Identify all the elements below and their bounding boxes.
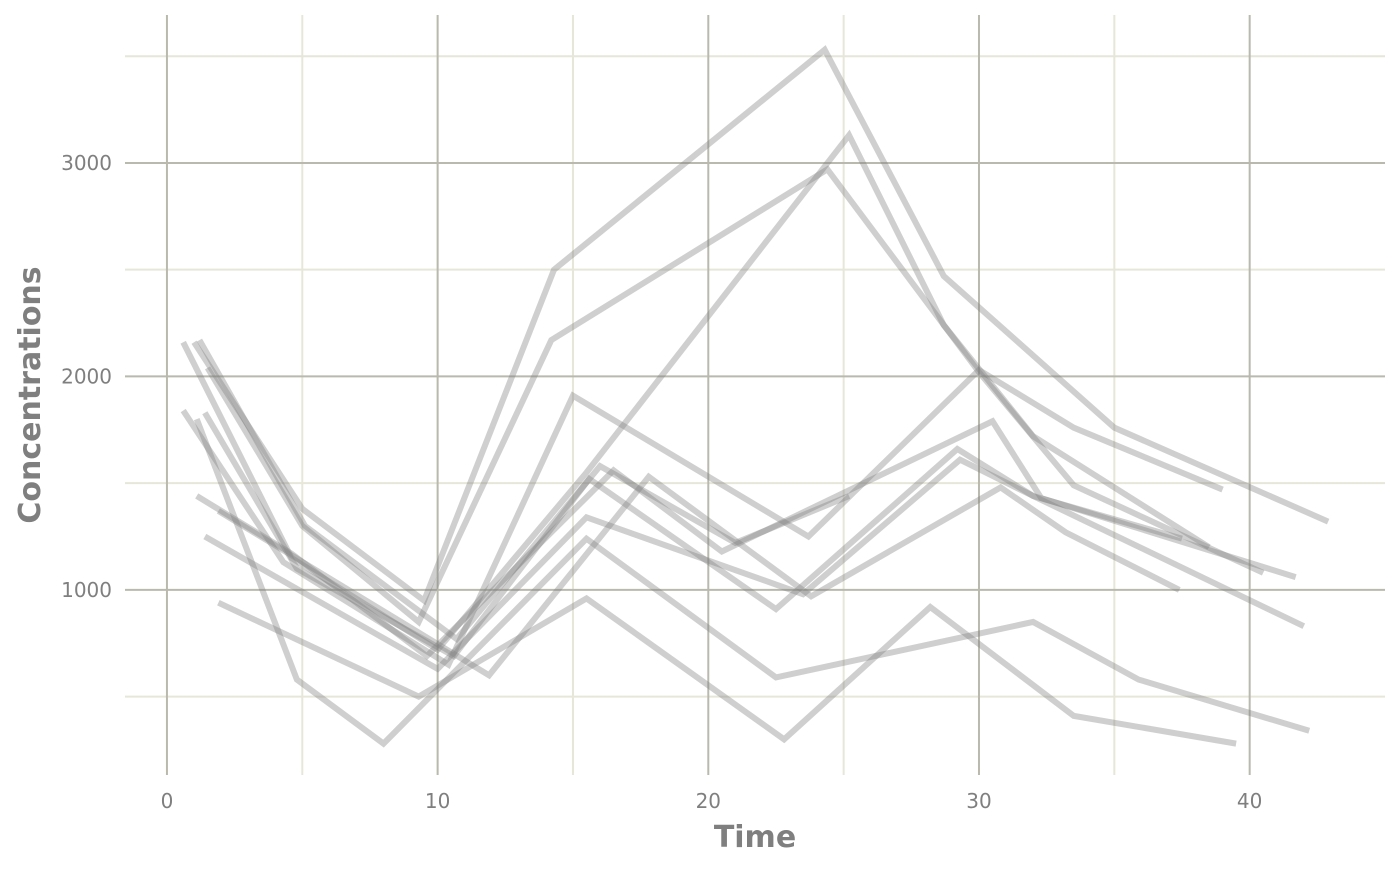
y-tick-label: 3000 xyxy=(61,151,112,175)
series-line xyxy=(180,129,1211,654)
series-line xyxy=(191,45,1330,606)
y-tick-label: 2000 xyxy=(61,364,112,388)
x-tick-label: 20 xyxy=(696,789,721,813)
series-line xyxy=(216,472,1181,680)
x-tick-label: 40 xyxy=(1237,789,1262,813)
series-line xyxy=(195,417,1297,661)
x-tick-label: 0 xyxy=(161,789,174,813)
series-line xyxy=(196,338,851,644)
y-tick-label: 1000 xyxy=(61,578,112,602)
x-tick-label: 30 xyxy=(966,789,991,813)
series-line xyxy=(203,456,1183,673)
x-axis-title: Time xyxy=(714,820,796,855)
y-axis-title: Concentrations xyxy=(13,266,48,523)
x-tick-label: 10 xyxy=(425,789,450,813)
series-line xyxy=(180,366,1224,669)
series-line xyxy=(193,418,1311,748)
series-line xyxy=(217,594,1237,747)
series-line xyxy=(204,165,1265,627)
series-line xyxy=(202,411,1306,660)
